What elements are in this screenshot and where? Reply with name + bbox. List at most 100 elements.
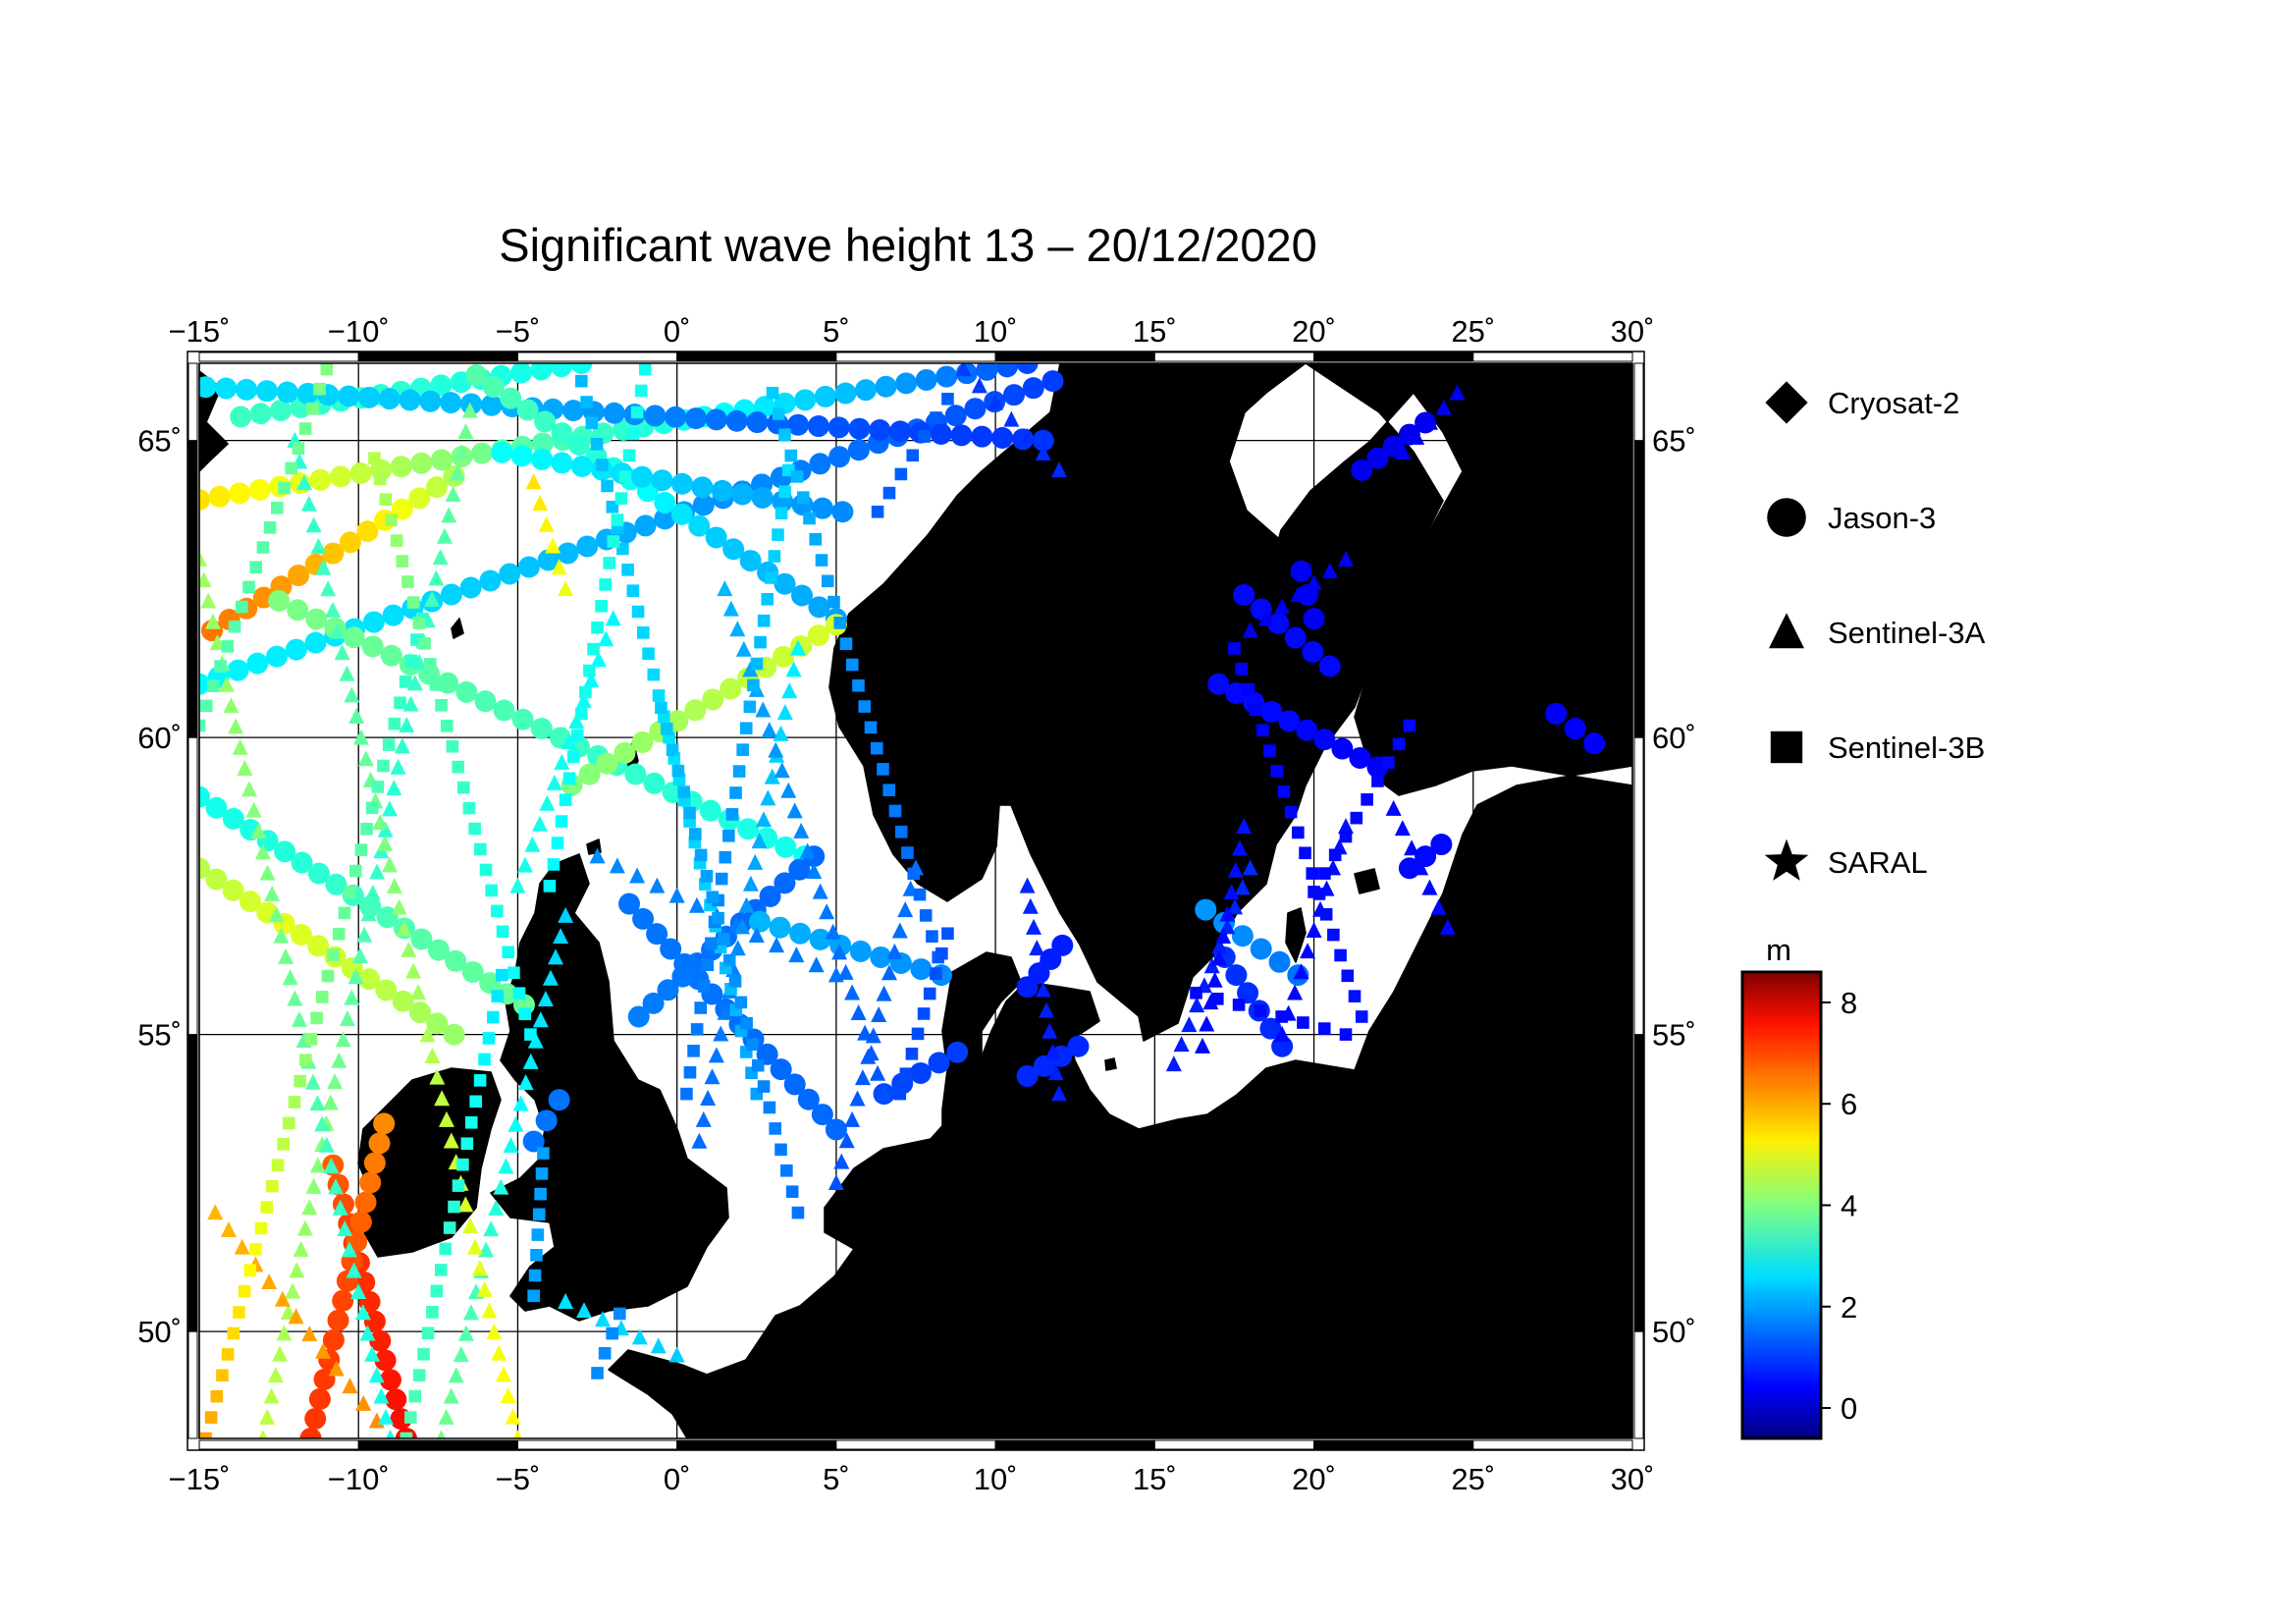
sentinel-3a-point [760, 789, 776, 806]
sentinel-3a-point [278, 947, 294, 964]
sentinel-3a-point [199, 550, 207, 567]
sentinel-3a-point [1395, 443, 1412, 460]
sentinel-3a-point [259, 1408, 276, 1425]
sentinel-3b-point [562, 772, 576, 785]
sentinel-3a-point [207, 1204, 224, 1220]
sentinel-3a-point [1234, 879, 1251, 895]
sentinel-3b-point [199, 1432, 212, 1438]
sentinel-3a-point [558, 580, 574, 597]
sentinel-3b-point [785, 1185, 799, 1198]
jason-3-point [624, 763, 647, 785]
sentinel-3b-point [390, 534, 403, 547]
sentinel-3b-point [1328, 848, 1342, 862]
jason-3-point [382, 604, 404, 626]
jason-3-point [831, 501, 854, 523]
sentinel-3b-point [757, 614, 771, 627]
jason-3-point [739, 550, 762, 572]
jason-3-point [787, 413, 810, 436]
sentinel-3b-point [637, 626, 650, 639]
lon-tick-label-top: −10˚ [328, 314, 390, 349]
sentinel-3b-point [791, 1206, 805, 1219]
sentinel-3b-point [655, 701, 667, 715]
sentinel-3b-point [400, 1432, 413, 1438]
jason-3-point [699, 799, 721, 822]
jason-3-point [427, 939, 450, 961]
sentinel-3b-point [858, 700, 872, 713]
jason-3-point [1231, 925, 1254, 947]
jason-3-point [834, 382, 857, 405]
jason-3-point [230, 406, 252, 428]
sentinel-3b-point [596, 459, 609, 471]
sentinel-3b-point [537, 1147, 550, 1160]
sentinel-3a-point [590, 651, 607, 668]
sentinel-3b-point [320, 363, 334, 376]
jason-3-point [807, 624, 829, 647]
sentinel-3b-point [732, 765, 746, 778]
jason-3-point [749, 910, 772, 933]
legend-label-sentinel-3a: Sentinel-3A [1828, 616, 1986, 650]
sentinel-3a-point [793, 822, 810, 839]
jason-3-point [299, 1428, 322, 1438]
jason-3-point [788, 858, 811, 881]
frame-bar-right [1633, 362, 1644, 442]
sentinel-3b-point [870, 741, 883, 755]
sentinel-3b-point [271, 501, 284, 514]
sentinel-3a-point [1189, 997, 1205, 1013]
sentinel-3a-point [424, 590, 441, 607]
sentinel-3b-point [694, 848, 708, 862]
lat-tick-label-right: 65˚ [1652, 424, 1696, 459]
sentinel-3b-point [502, 946, 515, 959]
sentinel-3b-point [590, 437, 604, 451]
sentinel-3b-point [926, 930, 938, 943]
jason-3-point [349, 461, 372, 484]
sentinel-3b-point [911, 1027, 925, 1041]
sentinel-3a-point [261, 1273, 278, 1290]
jason-3-point [516, 399, 539, 421]
sentinel-3a-point [876, 1085, 892, 1102]
sentinel-3b-point [1263, 744, 1276, 757]
sentinel-3b-point [796, 491, 810, 504]
jason-3-point [1302, 641, 1324, 664]
sentinel-3b-point [877, 763, 889, 776]
frame-inner-border [198, 362, 1633, 1439]
lon-tick-label-top: 20˚ [1292, 314, 1336, 349]
sentinel-3b-point [765, 571, 777, 584]
jason-3-point [208, 485, 231, 508]
sentinel-3b-point [518, 1007, 532, 1020]
sentinel-3b-point [906, 449, 920, 462]
jason-3-point [1545, 702, 1568, 725]
sentinel-3b-point [566, 750, 580, 764]
sentinel-3b-point [778, 485, 791, 499]
jason-3-point [660, 938, 682, 960]
sentinel-3b-point [551, 837, 564, 849]
sentinel-3b-point [304, 1032, 318, 1046]
sentinel-3a-point [355, 1394, 372, 1411]
sentinel-3b-point [1254, 1004, 1267, 1017]
sentinel-3a-point [369, 863, 386, 880]
legend-label-saral: SARAL [1828, 845, 1928, 880]
jason-3-point [425, 476, 448, 499]
lat-tick-label-left: 55˚ [137, 1018, 182, 1053]
sentinel-3a-point [553, 928, 569, 945]
sentinel-3a-point [254, 843, 271, 860]
sentinel-3a-point [1338, 550, 1354, 567]
sentinel-3b-point [763, 1101, 776, 1114]
frame-bar-left [187, 362, 198, 442]
sentinel-3a-point [551, 559, 567, 575]
sentinel-3b-point [532, 1208, 546, 1221]
sentinel-3b-point [828, 595, 840, 609]
sentinel-3b-point [941, 392, 954, 406]
colorbar-gradient [1740, 970, 1823, 1440]
jason-3-point [530, 718, 553, 740]
jason-3-point [618, 893, 640, 915]
sentinel-3b-point [338, 906, 351, 920]
sentinel-3b-point [373, 472, 387, 486]
sentinel-3a-point [844, 984, 861, 1001]
frame-bar-bottom [1313, 1439, 1474, 1450]
frame-bar-top [1472, 352, 1633, 362]
sentinel-3a-point [1029, 940, 1045, 956]
sentinel-3b-point [757, 1080, 771, 1093]
jason-3-point [222, 807, 244, 830]
sentinel-3a-point [453, 1346, 469, 1363]
jason-3-point [1233, 583, 1255, 606]
